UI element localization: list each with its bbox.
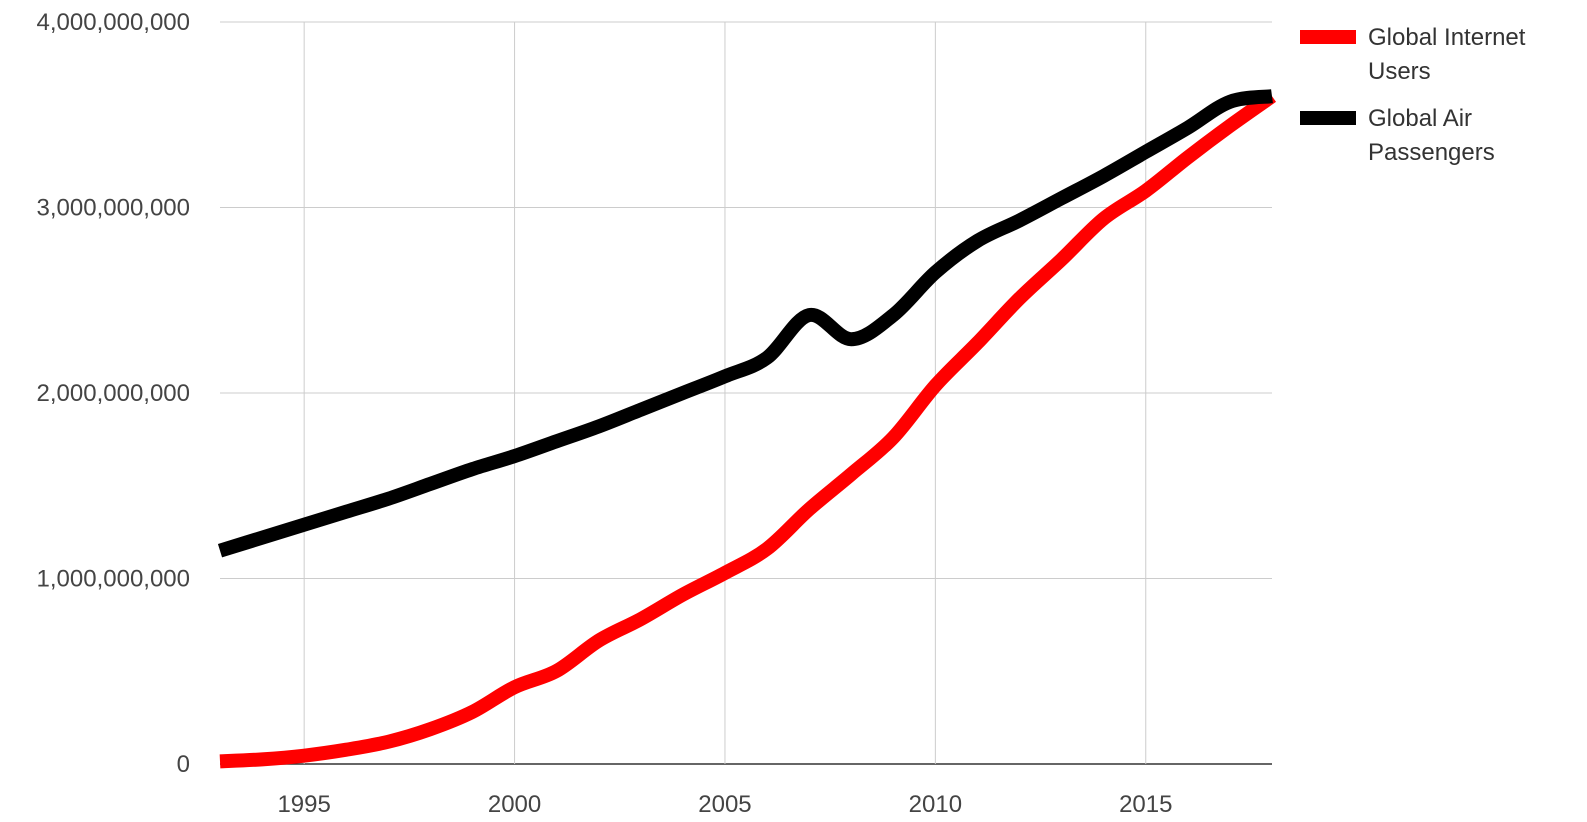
legend-label: Global Air Passengers <box>1368 105 1495 166</box>
gridlines <box>220 22 1272 764</box>
x-tick-label: 2015 <box>1119 791 1172 818</box>
series-line-air-passengers <box>220 96 1272 550</box>
x-axis-tick-labels: 1995 2000 2005 2010 2015 <box>277 791 1172 818</box>
x-tick-label: 1995 <box>277 791 330 818</box>
legend-swatch <box>1300 30 1356 44</box>
y-tick-label: 3,000,000,000 <box>37 195 190 222</box>
x-tick-label: 2000 <box>488 791 541 818</box>
legend-swatch <box>1300 111 1356 125</box>
y-tick-label: 4,000,000,000 <box>37 9 190 36</box>
y-tick-label: 1,000,000,000 <box>37 566 190 593</box>
series-line-internet-users <box>220 96 1272 761</box>
legend-label: Global Internet Users <box>1368 24 1526 85</box>
y-tick-label: 2,000,000,000 <box>37 380 190 407</box>
x-tick-label: 2005 <box>698 791 751 818</box>
x-tick-label: 2010 <box>909 791 962 818</box>
y-tick-label: 0 <box>177 751 190 778</box>
y-axis-tick-labels: 0 1,000,000,000 2,000,000,000 3,000,000,000… <box>37 9 190 778</box>
legend: Global Internet Users Global Air Passengers <box>1300 24 1526 166</box>
series-lines <box>220 96 1272 761</box>
